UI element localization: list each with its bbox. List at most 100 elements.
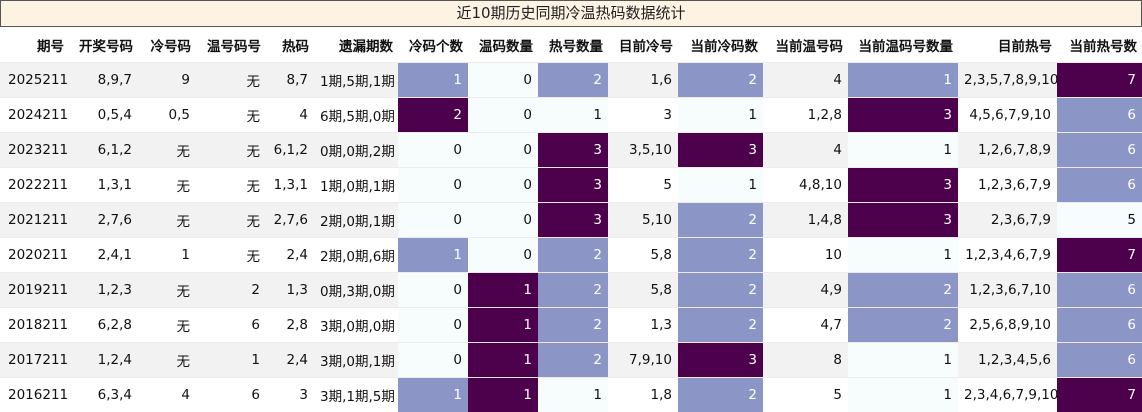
col-header-hot-numbers: 热码 <box>266 28 314 63</box>
cell-missing-periods: 2期,0期,6期 <box>314 238 398 273</box>
cell-hot-count: 3 <box>538 203 608 238</box>
col-header-warm-numbers: 温号码号 <box>196 28 266 63</box>
cell-hot-count: 2 <box>538 273 608 308</box>
cell-cold-numbers: 无 <box>138 343 196 378</box>
cell-hot-numbers: 6,1,2 <box>266 133 314 168</box>
cell-current-warm: 10 <box>763 238 848 273</box>
col-header-draw-numbers: 开奖号码 <box>69 28 138 63</box>
cell-draw-numbers: 6,1,2 <box>69 133 138 168</box>
cell-current-warm: 4,8,10 <box>763 168 848 203</box>
cell-missing-periods: 3期,0期,1期 <box>314 343 398 378</box>
cell-warm-count: 0 <box>468 238 538 273</box>
cell-current-warm-count: 2 <box>848 273 958 308</box>
cell-draw-numbers: 1,2,4 <box>69 343 138 378</box>
cell-current-hot-count: 6 <box>1057 133 1142 168</box>
cell-missing-periods: 0期,3期,0期 <box>314 273 398 308</box>
cell-hot-numbers: 2,8 <box>266 308 314 343</box>
cell-current-hot: 1,2,3,4,6,7,9 <box>958 238 1057 273</box>
cell-current-cold-count: 1 <box>678 168 763 203</box>
cell-hot-numbers: 2,4 <box>266 238 314 273</box>
cell-current-cold-count: 2 <box>678 378 763 412</box>
cell-current-cold: 7,9,10 <box>608 343 678 378</box>
cell-cold-numbers: 无 <box>138 308 196 343</box>
cell-cold-numbers: 4 <box>138 378 196 412</box>
cell-current-hot-count: 6 <box>1057 168 1142 203</box>
cell-draw-numbers: 6,3,4 <box>69 378 138 412</box>
col-header-warm-count: 温码数量 <box>468 28 538 63</box>
header-row: 期号 开奖号码 冷号码 温号码号 热码 遗漏期数 冷码个数 温码数量 热号数量 … <box>0 28 1142 63</box>
cell-missing-periods: 3期,0期,0期 <box>314 308 398 343</box>
cell-hot-count: 2 <box>538 308 608 343</box>
cell-hot-numbers: 4 <box>266 98 314 133</box>
cell-hot-numbers: 1,3 <box>266 273 314 308</box>
cell-cold-count: 1 <box>398 63 468 98</box>
cell-cold-count: 0 <box>398 133 468 168</box>
col-header-current-hot: 目前热号 <box>958 28 1057 63</box>
cell-current-warm: 1,4,8 <box>763 203 848 238</box>
cell-current-cold: 5,8 <box>608 273 678 308</box>
cell-current-hot: 1,2,3,4,5,6 <box>958 343 1057 378</box>
cell-current-hot: 4,5,6,7,9,10 <box>958 98 1057 133</box>
col-header-period: 期号 <box>0 28 69 63</box>
cell-current-cold-count: 2 <box>678 238 763 273</box>
cell-hot-numbers: 8,7 <box>266 63 314 98</box>
cell-missing-periods: 1期,0期,1期 <box>314 168 398 203</box>
cell-draw-numbers: 8,9,7 <box>69 63 138 98</box>
cell-current-hot: 2,5,6,8,9,10 <box>958 308 1057 343</box>
cell-current-warm: 1,2,8 <box>763 98 848 133</box>
cell-current-warm: 4 <box>763 133 848 168</box>
col-header-current-cold-count: 当前冷码数 <box>678 28 763 63</box>
cell-hot-count: 3 <box>538 168 608 203</box>
cell-period: 2024211 <box>0 98 69 133</box>
cell-period: 2020211 <box>0 238 69 273</box>
cell-current-warm: 4 <box>763 63 848 98</box>
cell-cold-numbers: 无 <box>138 203 196 238</box>
cell-hot-numbers: 1,3,1 <box>266 168 314 203</box>
col-header-current-warm: 当前温号码 <box>763 28 848 63</box>
cell-current-cold-count: 2 <box>678 63 763 98</box>
col-header-current-hot-count: 当前热号数 <box>1057 28 1142 63</box>
cell-period: 2018211 <box>0 308 69 343</box>
cell-current-hot-count: 7 <box>1057 63 1142 98</box>
cell-current-warm-count: 1 <box>848 378 958 412</box>
cell-warm-count: 0 <box>468 98 538 133</box>
cell-warm-count: 0 <box>468 133 538 168</box>
cell-warm-numbers: 1 <box>196 343 266 378</box>
cell-current-hot-count: 6 <box>1057 98 1142 133</box>
cell-current-warm: 8 <box>763 343 848 378</box>
cell-hot-numbers: 2,7,6 <box>266 203 314 238</box>
cell-current-hot: 2,3,5,7,8,9,10 <box>958 63 1057 98</box>
cell-current-cold: 1,6 <box>608 63 678 98</box>
cell-current-hot-count: 7 <box>1057 238 1142 273</box>
cell-period: 2019211 <box>0 273 69 308</box>
cell-current-warm-count: 1 <box>848 133 958 168</box>
cell-current-cold: 3,5,10 <box>608 133 678 168</box>
cell-missing-periods: 3期,1期,5期 <box>314 378 398 412</box>
cell-warm-numbers: 无 <box>196 168 266 203</box>
cell-period: 2017211 <box>0 343 69 378</box>
stats-table: 期号 开奖号码 冷号码 温号码号 热码 遗漏期数 冷码个数 温码数量 热号数量 … <box>0 28 1142 412</box>
cell-cold-numbers: 无 <box>138 168 196 203</box>
cell-warm-numbers: 无 <box>196 133 266 168</box>
cell-period: 2023211 <box>0 133 69 168</box>
cell-current-warm-count: 2 <box>848 308 958 343</box>
cell-current-warm: 4,7 <box>763 308 848 343</box>
cell-cold-count: 0 <box>398 343 468 378</box>
cell-current-warm-count: 3 <box>848 98 958 133</box>
cell-warm-count: 0 <box>468 63 538 98</box>
cell-current-cold-count: 3 <box>678 133 763 168</box>
cell-hot-count: 2 <box>538 238 608 273</box>
cell-hot-count: 2 <box>538 63 608 98</box>
cell-warm-numbers: 6 <box>196 378 266 412</box>
cell-missing-periods: 1期,5期,1期 <box>314 63 398 98</box>
cell-period: 2016211 <box>0 378 69 412</box>
page-title: 近10期历史同期冷温热码数据统计 <box>0 0 1142 27</box>
